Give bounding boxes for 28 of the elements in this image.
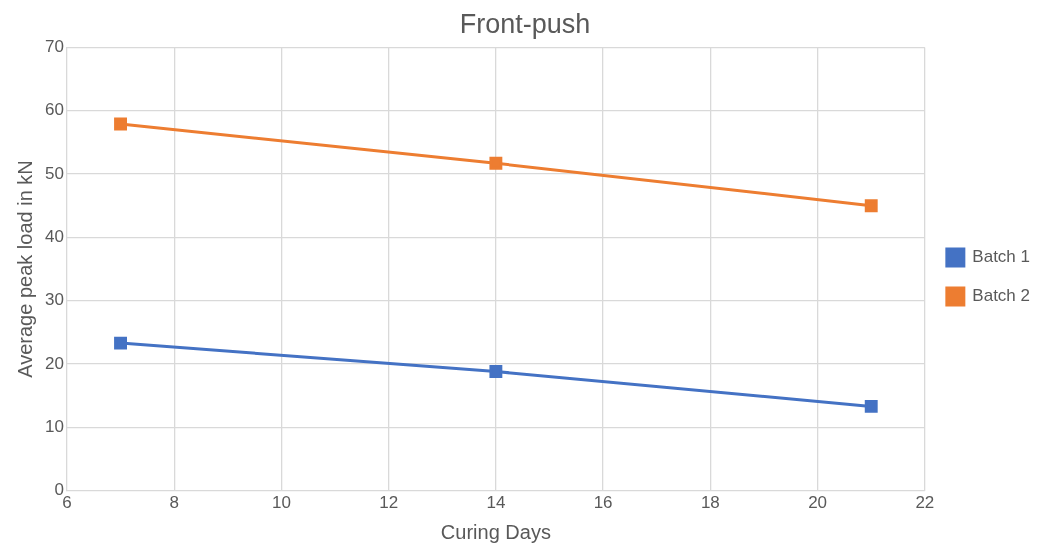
point xyxy=(864,199,878,213)
x-tick-label: 6 xyxy=(62,493,72,513)
x-tick-label: 18 xyxy=(700,493,720,513)
x-tick-label: 20 xyxy=(808,493,828,513)
y-tick-label: 30 xyxy=(44,290,64,310)
y-tick-label: 60 xyxy=(44,100,64,120)
legend-label: Batch 1 xyxy=(972,247,1031,267)
x-tick-label: 22 xyxy=(915,493,935,513)
y-tick-label: 20 xyxy=(44,353,64,373)
x-tick-label: 12 xyxy=(379,493,399,513)
y-tick-label: 0 xyxy=(54,480,64,500)
point xyxy=(114,117,127,131)
y-tick-label: 50 xyxy=(44,163,64,183)
y-tick-label: 10 xyxy=(44,416,64,436)
x-tick-label: 14 xyxy=(486,493,506,513)
x-tick-label: 16 xyxy=(593,493,613,513)
y-tick-label: 40 xyxy=(44,227,64,247)
y-axis-title: Average peak load in kN xyxy=(13,160,36,378)
x-tick-label: 10 xyxy=(271,493,291,513)
y-tick-label: 70 xyxy=(44,37,64,57)
chart-title: Front-push xyxy=(459,8,591,39)
point xyxy=(114,336,127,350)
point xyxy=(864,399,878,413)
point xyxy=(489,365,503,379)
x-axis-title: Curing Days xyxy=(440,520,551,543)
legend-label: Batch 2 xyxy=(972,286,1031,306)
point xyxy=(489,156,503,170)
x-tick-label: 8 xyxy=(169,493,179,513)
